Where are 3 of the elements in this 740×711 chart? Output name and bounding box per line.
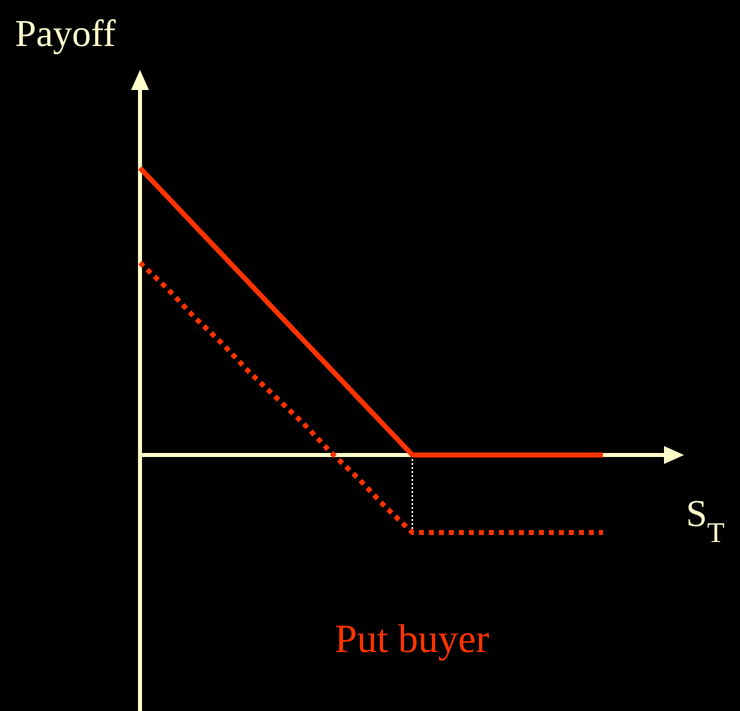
x-axis-title: S$_{T}$ [686,493,725,548]
text: Put buyer [334,616,490,661]
y-axis-title: Payoff [15,13,116,55]
